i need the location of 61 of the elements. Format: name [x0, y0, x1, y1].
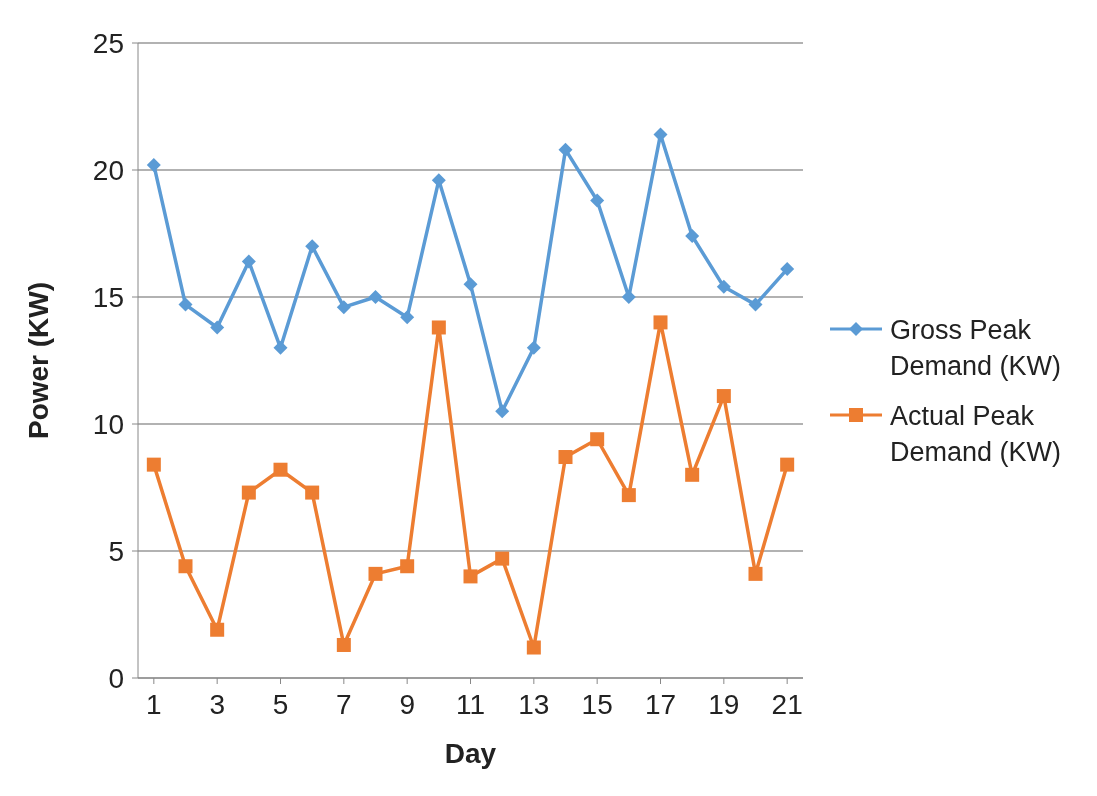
- point: [178, 297, 193, 312]
- x-tick-label: 13: [518, 688, 550, 720]
- y-axis-title: Power (KW): [22, 281, 54, 440]
- point: [210, 320, 225, 335]
- point: [368, 566, 383, 581]
- y-tick-label: 25: [92, 27, 124, 59]
- point: [526, 340, 541, 355]
- point: [463, 569, 478, 584]
- point: [431, 320, 446, 335]
- point: [685, 229, 700, 244]
- point: [495, 551, 510, 566]
- x-tick-label: 9: [399, 688, 415, 720]
- point: [716, 389, 731, 404]
- point: [590, 432, 605, 447]
- x-tick-label: 3: [209, 688, 225, 720]
- y-tick-label: 20: [92, 154, 124, 186]
- point: [526, 640, 541, 655]
- legend-label: Gross Peak Demand (KW): [890, 314, 1063, 383]
- x-tick-label: 15: [581, 688, 613, 720]
- y-tick-label: 10: [92, 408, 124, 440]
- x-tick-label: 17: [644, 688, 677, 720]
- point: [558, 142, 573, 157]
- point: [621, 488, 636, 503]
- point: [558, 450, 573, 465]
- point: [748, 566, 763, 581]
- point: [685, 467, 700, 482]
- y-tick-label: 15: [92, 281, 124, 313]
- point: [305, 485, 320, 500]
- point: [400, 310, 415, 325]
- point: [273, 462, 288, 477]
- point: [590, 193, 605, 208]
- point: [621, 290, 636, 304]
- point: [400, 559, 415, 574]
- point: [368, 290, 383, 304]
- point: [780, 457, 795, 472]
- point: [463, 277, 478, 292]
- x-tick-label: 5: [272, 688, 289, 720]
- point: [178, 559, 193, 574]
- y-tick-label: 0: [108, 662, 124, 694]
- x-axis-title: Day: [444, 738, 497, 769]
- point: [780, 262, 795, 277]
- point: [336, 637, 351, 652]
- point: [305, 239, 320, 254]
- point: [146, 157, 161, 172]
- x-tick-label: 11: [455, 688, 486, 720]
- point: [653, 315, 668, 330]
- point: [146, 457, 161, 472]
- y-tick-label: 5: [108, 535, 124, 567]
- point: [495, 404, 510, 419]
- point: [210, 622, 225, 637]
- x-tick-label: 1: [146, 688, 162, 720]
- x-tick-label: 7: [336, 688, 352, 720]
- point: [336, 300, 351, 315]
- point: [241, 485, 256, 500]
- x-tick-label: 19: [708, 688, 740, 720]
- point: [716, 279, 731, 294]
- legend-label: Actual Peak Demand (KW): [890, 400, 1063, 469]
- x-tick-label: 21: [771, 688, 803, 720]
- point: [273, 340, 288, 355]
- point: [241, 254, 256, 269]
- point: [748, 297, 763, 312]
